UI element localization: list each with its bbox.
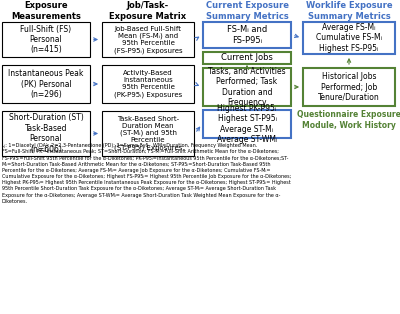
Text: Current Exposure
Summary Metrics: Current Exposure Summary Metrics <box>206 1 288 21</box>
Bar <box>2 22 90 57</box>
Text: Instantaneous Peak
(PK) Personal
(n=296): Instantaneous Peak (PK) Personal (n=296) <box>8 69 84 99</box>
Text: Activity-Based
Instantaneous
95th Percentile
(PK-P95ᵢ) Exposures: Activity-Based Instantaneous 95th Percen… <box>114 70 182 98</box>
Bar <box>102 22 194 57</box>
Text: FS-Mᵢ and
FS-P95ᵢ: FS-Mᵢ and FS-P95ᵢ <box>227 25 267 45</box>
Text: Questionnaire Exposure
Module, Work History: Questionnaire Exposure Module, Work Hist… <box>297 110 400 130</box>
Text: Current Jobs: Current Jobs <box>221 53 273 62</box>
Text: Exposure
Measurements: Exposure Measurements <box>11 1 81 21</box>
Bar <box>2 65 90 103</box>
Bar <box>102 65 194 103</box>
Bar <box>102 111 194 156</box>
Bar <box>203 52 291 64</box>
Text: Historical Jobs
Performed; Job
Tenure/Duration: Historical Jobs Performed; Job Tenure/Du… <box>318 72 380 102</box>
Bar <box>203 22 291 48</box>
Text: Job/Task-
Exposure Matrix: Job/Task- Exposure Matrix <box>110 1 186 21</box>
Text: Short-Duration (ST)
Task-Based
Personal
(n=606): Short-Duration (ST) Task-Based Personal … <box>9 113 83 154</box>
Text: Average FS-Mᵢ
Cumulative FS-Mᵢ
Highest FS-P95ᵢ: Average FS-Mᵢ Cumulative FS-Mᵢ Highest F… <box>316 23 382 53</box>
Bar <box>203 68 291 106</box>
Text: Job-Based Full-Shift
Mean (FS-Mᵢ) and
95th Percentile
(FS-P95ᵢ) Exposures: Job-Based Full-Shift Mean (FS-Mᵢ) and 95… <box>114 25 182 53</box>
Text: Task-Based Short-
Duration Mean
(ST-Mᵢ) and 95th
Percentile
(ST-P95ᵢ) Exposures: Task-Based Short- Duration Mean (ST-Mᵢ) … <box>114 116 182 151</box>
Bar <box>303 68 395 106</box>
Bar <box>303 22 395 54</box>
Text: Worklife Exposure
Summary Metrics: Worklife Exposure Summary Metrics <box>306 1 392 21</box>
Text: ᵢ,ⱼ: 1=Diacetyl (DA); 2=2,3-Pentanedione (PD); 3=Sumα,βγδ.  WM=Duration, Frequen: ᵢ,ⱼ: 1=Diacetyl (DA); 2=2,3-Pentanedione… <box>2 143 291 204</box>
Text: Highest PK-P95ᵢ
Highest ST-P95ᵢ
Average ST-Mᵢ
Average ST-WMᵢ: Highest PK-P95ᵢ Highest ST-P95ᵢ Average … <box>217 104 277 144</box>
Text: Full-Shift (FS)
Personal
(n=415): Full-Shift (FS) Personal (n=415) <box>20 24 72 54</box>
Bar <box>2 111 90 156</box>
Bar <box>203 110 291 138</box>
Text: Tasks, and Activities
Performed; Task
Duration and
Frequency: Tasks, and Activities Performed; Task Du… <box>208 67 286 107</box>
